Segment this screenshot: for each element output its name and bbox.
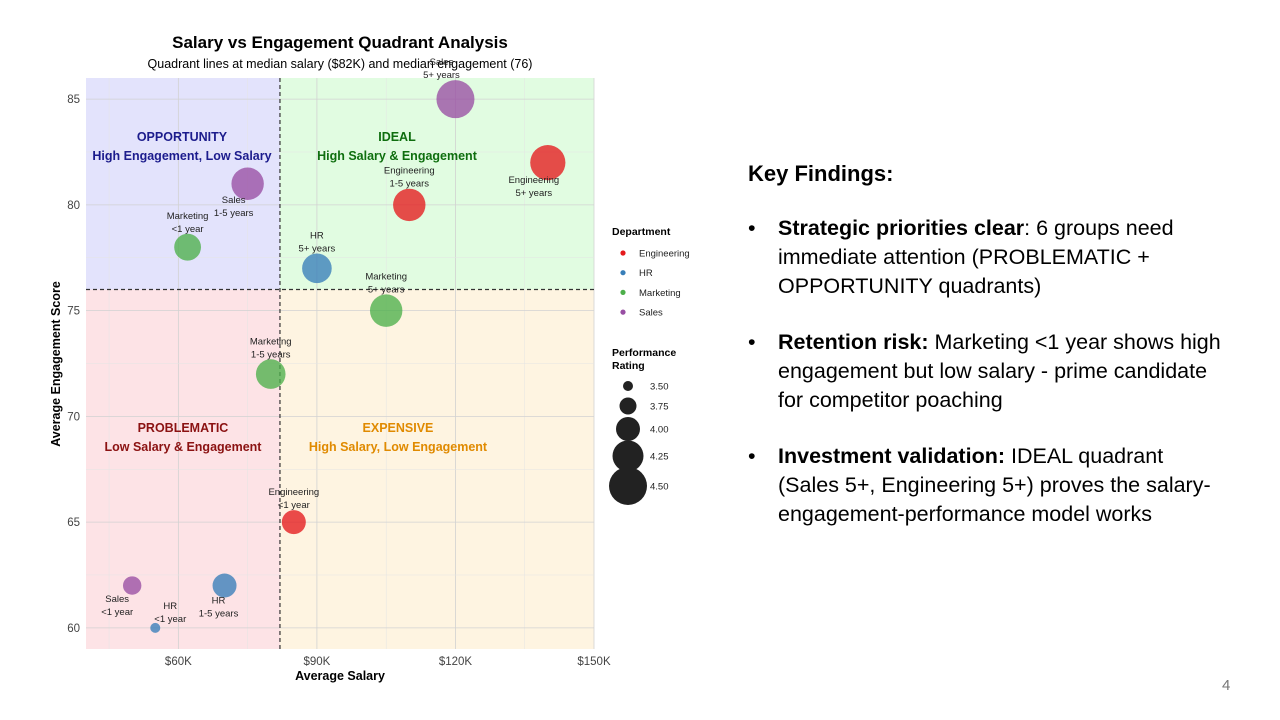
point-label-tenure: <1 year (172, 224, 204, 235)
quadrant-opportunity-title: OPPORTUNITY (137, 130, 228, 144)
data-point (150, 622, 161, 633)
finding-item: • Investment validation: IDEAL quadrant … (748, 442, 1228, 529)
quadrant-expensive-title: EXPENSIVE (363, 421, 434, 435)
finding-text: : 6 groups need immediate attention (PRO… (778, 216, 1174, 298)
plot-area: OPPORTUNITY High Engagement, Low Salary ID… (67, 57, 611, 668)
legend-department-label: Marketing (639, 288, 681, 299)
y-tick-label: 75 (67, 306, 80, 318)
quadrant-opportunity-subtitle: High Engagement, Low Salary (92, 149, 271, 163)
legend-size-title: Rating (612, 360, 645, 372)
y-tick-label: 60 (67, 623, 80, 635)
point-label-department: Engineering (508, 175, 559, 186)
point-label-department: Engineering (268, 487, 319, 498)
finding-item: • Strategic priorities clear: 6 groups n… (748, 214, 1228, 301)
legend-department-label: Engineering (639, 249, 690, 260)
data-point (530, 144, 566, 181)
data-point (174, 233, 202, 261)
key-findings-panel: Key Findings: • Strategic priorities cle… (748, 160, 1228, 556)
data-point (231, 167, 264, 200)
y-axis-label: Average Engagement Score (49, 281, 63, 447)
legend-color-swatch (620, 289, 626, 295)
point-label-department: Marketing (365, 271, 407, 282)
legend-size-label: 3.50 (650, 382, 669, 393)
quadrant-problematic-title: PROBLEMATIC (138, 421, 229, 435)
quadrant-ideal-subtitle: High Salary & Engagement (317, 149, 478, 163)
data-point (369, 294, 403, 327)
point-label-tenure: 1-5 years (214, 208, 254, 219)
point-label-department: HR (212, 596, 226, 607)
legend-color-swatch (620, 270, 626, 276)
x-tick-label: $150K (577, 656, 611, 668)
point-label-tenure: 1-5 years (199, 609, 239, 620)
y-tick-label: 80 (67, 200, 80, 212)
x-axis-label: Average Salary (295, 669, 385, 683)
scatter-chart: Salary vs Engagement Quadrant Analysis Q… (49, 33, 690, 683)
legend-size-label: 4.50 (650, 482, 669, 493)
finding-heading: Strategic priorities clear (778, 216, 1025, 240)
data-point (212, 573, 237, 598)
legend-department-label: HR (639, 268, 653, 279)
chart-subtitle: Quadrant lines at median salary ($82K) a… (148, 57, 533, 71)
quadrant-problematic-subtitle: Low Salary & Engagement (104, 440, 262, 454)
point-label-tenure: 5+ years (299, 244, 336, 255)
legend-department-title: Department (612, 226, 671, 238)
quadrant-ideal-bg (279, 78, 594, 290)
point-label-department: Sales (430, 57, 454, 68)
legend-size-title: Performance (612, 347, 676, 359)
legend-size-label: 4.25 (650, 452, 669, 463)
legend-department-label: Sales (639, 308, 663, 319)
point-label-department: HR (310, 231, 324, 242)
point-label-department: Sales (105, 594, 129, 605)
point-label-department: Marketing (250, 336, 292, 347)
x-tick-label: $90K (303, 656, 330, 668)
legend-size-swatch (612, 440, 644, 472)
bullet-icon: • (748, 216, 756, 240)
finding-heading: Investment validation: (778, 444, 1005, 468)
legend-color-swatch (620, 250, 626, 256)
data-point (436, 80, 475, 119)
legend-size-swatch (609, 467, 647, 505)
point-label-department: Engineering (384, 166, 435, 177)
legend-size-swatch (623, 381, 633, 391)
y-tick-label: 70 (67, 411, 80, 423)
point-label-tenure: <1 year (101, 607, 133, 618)
legend-size-swatch (619, 397, 637, 415)
point-label-tenure: 5+ years (423, 70, 460, 81)
point-label-tenure: 5+ years (368, 284, 405, 295)
legend-color-swatch (620, 309, 626, 315)
chart-title: Salary vs Engagement Quadrant Analysis (172, 33, 508, 52)
finding-item: • Retention risk: Marketing <1 year show… (748, 328, 1228, 415)
key-findings-title: Key Findings: (748, 161, 894, 186)
data-point (393, 188, 426, 222)
legend-size-swatch (616, 417, 640, 441)
y-tick-label: 85 (67, 94, 80, 106)
data-point (281, 510, 306, 535)
legend-size-label: 3.75 (650, 402, 669, 413)
quadrant-ideal-title: IDEAL (378, 130, 416, 144)
legend-size-label: 4.00 (650, 425, 669, 436)
point-label-tenure: 1-5 years (251, 349, 291, 360)
data-point (302, 253, 332, 284)
bullet-icon: • (748, 330, 756, 354)
quadrant-expensive-subtitle: High Salary, Low Engagement (309, 440, 488, 454)
point-label-tenure: 1-5 years (389, 179, 429, 190)
point-label-department: Sales (222, 195, 246, 206)
page-number: 4 (1222, 677, 1231, 694)
finding-text: Marketing <1 year shows high engagement … (778, 330, 1221, 412)
point-label-department: HR (163, 601, 177, 612)
finding-heading: Retention risk: (778, 330, 929, 354)
data-point (122, 576, 142, 595)
point-label-tenure: <1 year (278, 500, 310, 511)
finding-text: IDEAL quadrant (Sales 5+, Engineering 5+… (778, 444, 1211, 526)
y-tick-label: 65 (67, 517, 80, 529)
bullet-icon: • (748, 444, 756, 468)
x-tick-label: $60K (165, 656, 192, 668)
point-label-tenure: 5+ years (515, 188, 552, 199)
x-tick-label: $120K (439, 656, 473, 668)
point-label-tenure: <1 year (154, 614, 186, 625)
point-label-department: Marketing (167, 211, 209, 222)
data-point (255, 359, 286, 389)
legend: Department Engineering HR Marketing Sales Per… (609, 226, 690, 505)
